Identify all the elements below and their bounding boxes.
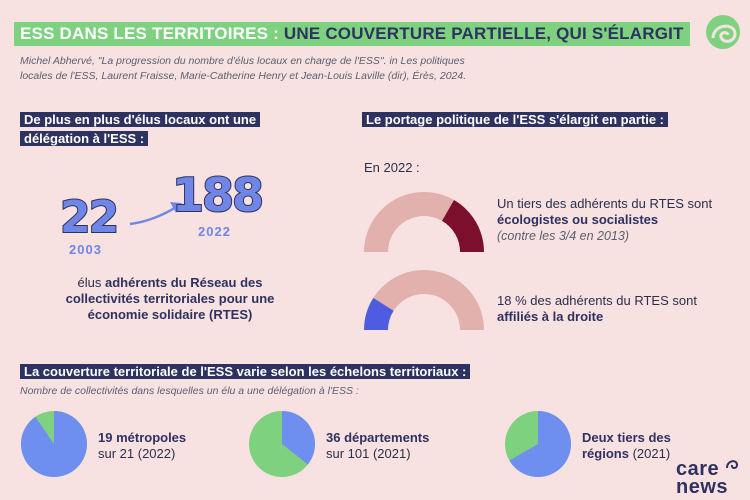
section1-description: élus adhérents du Réseau des collectivit… bbox=[65, 275, 275, 322]
gauge1-text: Un tiers des adhérents du RTES sont écol… bbox=[497, 196, 713, 243]
pie-share-slice bbox=[20, 411, 87, 477]
spiral-logo-icon bbox=[706, 15, 740, 49]
section2-heading: Le portage politique de l'ESS s'élargit … bbox=[362, 110, 682, 129]
year-label: En 2022 : bbox=[364, 160, 420, 175]
gauge-ecologists-socialists bbox=[364, 192, 484, 252]
pie-departements-label: 36 départements sur 101 (2021) bbox=[326, 430, 430, 461]
pie-share-slice bbox=[282, 411, 315, 465]
logo-swirl-icon bbox=[726, 460, 739, 469]
title-part1: ESS DANS LES TERRITOIRES : bbox=[20, 24, 279, 43]
year-2022: 2022 bbox=[198, 224, 231, 239]
growth-arrow-icon bbox=[129, 202, 182, 226]
year-2003: 2003 bbox=[69, 242, 102, 257]
pie-regions bbox=[505, 411, 571, 477]
pie-share-slice bbox=[509, 411, 571, 477]
value-2022: 188 bbox=[171, 168, 265, 222]
title-part2: UNE COUVERTURE PARTIELLE, QUI S'ÉLARGIT bbox=[278, 24, 684, 43]
page-title: ESS DANS LES TERRITOIRES : UNE COUVERTUR… bbox=[14, 22, 690, 46]
pie-metropoles-label: 19 métropoles sur 21 (2022) bbox=[98, 430, 187, 461]
gauge2-text: 18 % des adhérents du RTES sont affiliés… bbox=[497, 293, 697, 324]
section3-subtitle: Nombre de collectivités dans lesquelles … bbox=[20, 385, 359, 397]
gauge1-highlight-segment bbox=[442, 200, 484, 252]
pie-departements bbox=[249, 411, 315, 477]
gauge2-remainder-segment bbox=[373, 269, 484, 330]
section3-heading: La couverture territoriale de l'ESS vari… bbox=[20, 362, 471, 381]
source-citation: Michel Abhervé, "La progression du nombr… bbox=[20, 55, 467, 82]
section1-heading: De plus en plus d'élus locaux ont une dé… bbox=[20, 110, 320, 148]
gauge2-highlight-segment bbox=[364, 297, 394, 330]
gauge-right-wing bbox=[364, 269, 484, 330]
pie-metropoles bbox=[20, 411, 87, 477]
value-2003: 22 bbox=[59, 192, 120, 243]
pie-regions-label: Deux tiers des régions (2021) bbox=[582, 430, 671, 461]
carenews-logo: care news bbox=[676, 458, 729, 498]
gauge1-remainder-segment bbox=[364, 192, 455, 252]
